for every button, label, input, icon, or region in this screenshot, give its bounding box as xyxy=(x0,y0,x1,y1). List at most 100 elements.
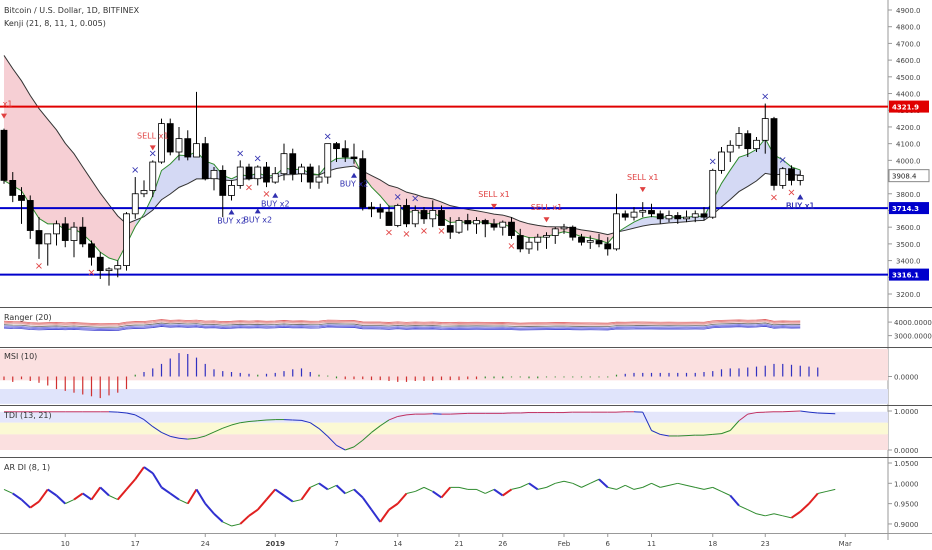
candle-up xyxy=(665,215,673,220)
candle-up xyxy=(761,118,769,141)
candle-down xyxy=(403,205,410,225)
tdi-line-segment xyxy=(379,419,390,427)
ardi-line-segment xyxy=(160,486,171,495)
tdi-line-segment xyxy=(729,420,740,431)
candle-down xyxy=(578,236,585,243)
tdi-mid-zone xyxy=(0,422,888,435)
candle-down xyxy=(201,143,209,180)
ardi-line-segment xyxy=(370,509,382,523)
price-tick-label: 4100.0 xyxy=(896,141,921,149)
tdi-line-segment xyxy=(248,420,258,423)
tdi-line-segment xyxy=(388,415,398,421)
tdi-tick-label: 1.0000 xyxy=(894,408,919,416)
ardi-tick-label: 0.9500 xyxy=(894,501,919,509)
sell-cross-marker: × xyxy=(787,187,795,198)
tdi-line-segment xyxy=(345,446,355,451)
ardi-line-segment xyxy=(738,505,748,511)
candle-up xyxy=(709,169,717,218)
candle-down xyxy=(289,153,297,175)
tdi-lower-zone xyxy=(0,434,888,450)
candle-down xyxy=(700,213,708,218)
sell-arrow xyxy=(639,187,646,193)
tdi-line-segment xyxy=(406,413,416,416)
ardi-line-segment xyxy=(379,509,390,523)
sell-arrow xyxy=(543,217,550,223)
price-tick-label: 3400.0 xyxy=(896,258,921,266)
tdi-line-segment xyxy=(126,412,136,416)
ardi-line-segment xyxy=(318,482,329,491)
candle-down xyxy=(481,220,489,225)
ardi-line-segment xyxy=(826,488,836,492)
sell-cross-marker: × xyxy=(770,192,778,203)
candle-down xyxy=(376,208,384,213)
sell-signal-label: L x1 xyxy=(0,100,12,109)
level-price-tag xyxy=(889,202,929,215)
candle-down xyxy=(306,166,314,183)
time-tick-label: 17 xyxy=(131,540,140,548)
candle-down xyxy=(333,143,340,150)
ardi-line-segment xyxy=(345,488,355,494)
buy-cross-marker: × xyxy=(149,148,157,159)
ardi-line-segment xyxy=(432,490,443,499)
candle-down xyxy=(604,243,612,250)
candle-up xyxy=(315,176,323,183)
price-tick-label: 4000.0 xyxy=(896,157,921,165)
buy-cross-marker: × xyxy=(324,132,332,143)
ardi-line-segment xyxy=(213,513,224,523)
price-tick-label: 3500.0 xyxy=(896,241,921,249)
tdi-line-segment xyxy=(161,431,171,437)
sell-cross-marker: × xyxy=(437,226,445,237)
ardi-line-segment xyxy=(292,499,302,503)
candle-down xyxy=(569,226,577,238)
ardi-line-segment xyxy=(47,488,58,497)
candle-down xyxy=(508,221,515,236)
ardi-line-segment xyxy=(99,486,110,497)
candle-up xyxy=(429,210,437,220)
ardi-line-segment xyxy=(169,492,180,501)
ardi-line-segment xyxy=(73,492,84,501)
candle-down xyxy=(420,210,428,220)
sell-signal-label: SELL x1 xyxy=(531,203,562,212)
ardi-line-segment xyxy=(38,488,49,503)
ardi-line-segment xyxy=(108,495,118,501)
ardi-line-segment xyxy=(151,472,163,488)
ardi-line-segment xyxy=(555,480,565,484)
ardi-line-segment xyxy=(65,499,75,505)
tdi-line-segment xyxy=(222,424,232,429)
tdi-line-segment xyxy=(362,432,372,441)
ardi-line-segment xyxy=(423,486,433,492)
ranger-band-line xyxy=(3,320,801,326)
sell-cross-marker: × xyxy=(385,228,393,239)
candle-up xyxy=(718,151,725,171)
current-price-tag xyxy=(888,169,930,183)
time-tick-label: 10 xyxy=(61,540,70,548)
candle-down xyxy=(341,148,349,158)
ardi-line-segment xyxy=(782,515,792,519)
tdi-line-segment xyxy=(808,411,818,414)
ardi-line-segment xyxy=(563,480,573,484)
level-price-label: 3316.1 xyxy=(892,272,919,280)
candle-up xyxy=(551,228,559,236)
price-tick-label: 4400.0 xyxy=(896,91,921,99)
ranger-band-line xyxy=(3,319,801,325)
buy-arrow xyxy=(272,192,279,198)
price-tick-label: 4200.0 xyxy=(896,124,921,132)
candle-down xyxy=(770,118,778,186)
ardi-line-segment xyxy=(134,466,145,480)
tdi-line-segment xyxy=(660,433,670,437)
ardi-line-segment xyxy=(695,486,705,490)
ardi-line-segment xyxy=(125,478,137,491)
tdi-line-segment xyxy=(318,428,329,437)
ardi-line-segment xyxy=(327,484,337,490)
ardi-tick-label: 1.0000 xyxy=(894,480,919,488)
candle-down xyxy=(184,138,192,158)
buy-cross-marker: × xyxy=(236,148,244,159)
ranger-band-line xyxy=(3,321,801,327)
buy-arrow xyxy=(797,194,804,200)
sell-cross-marker: × xyxy=(507,241,515,252)
level-price-label: 3714.3 xyxy=(892,205,919,213)
time-tick-label: 6 xyxy=(606,540,611,548)
candle-up xyxy=(131,193,139,215)
kenji-slow-line xyxy=(3,55,801,236)
